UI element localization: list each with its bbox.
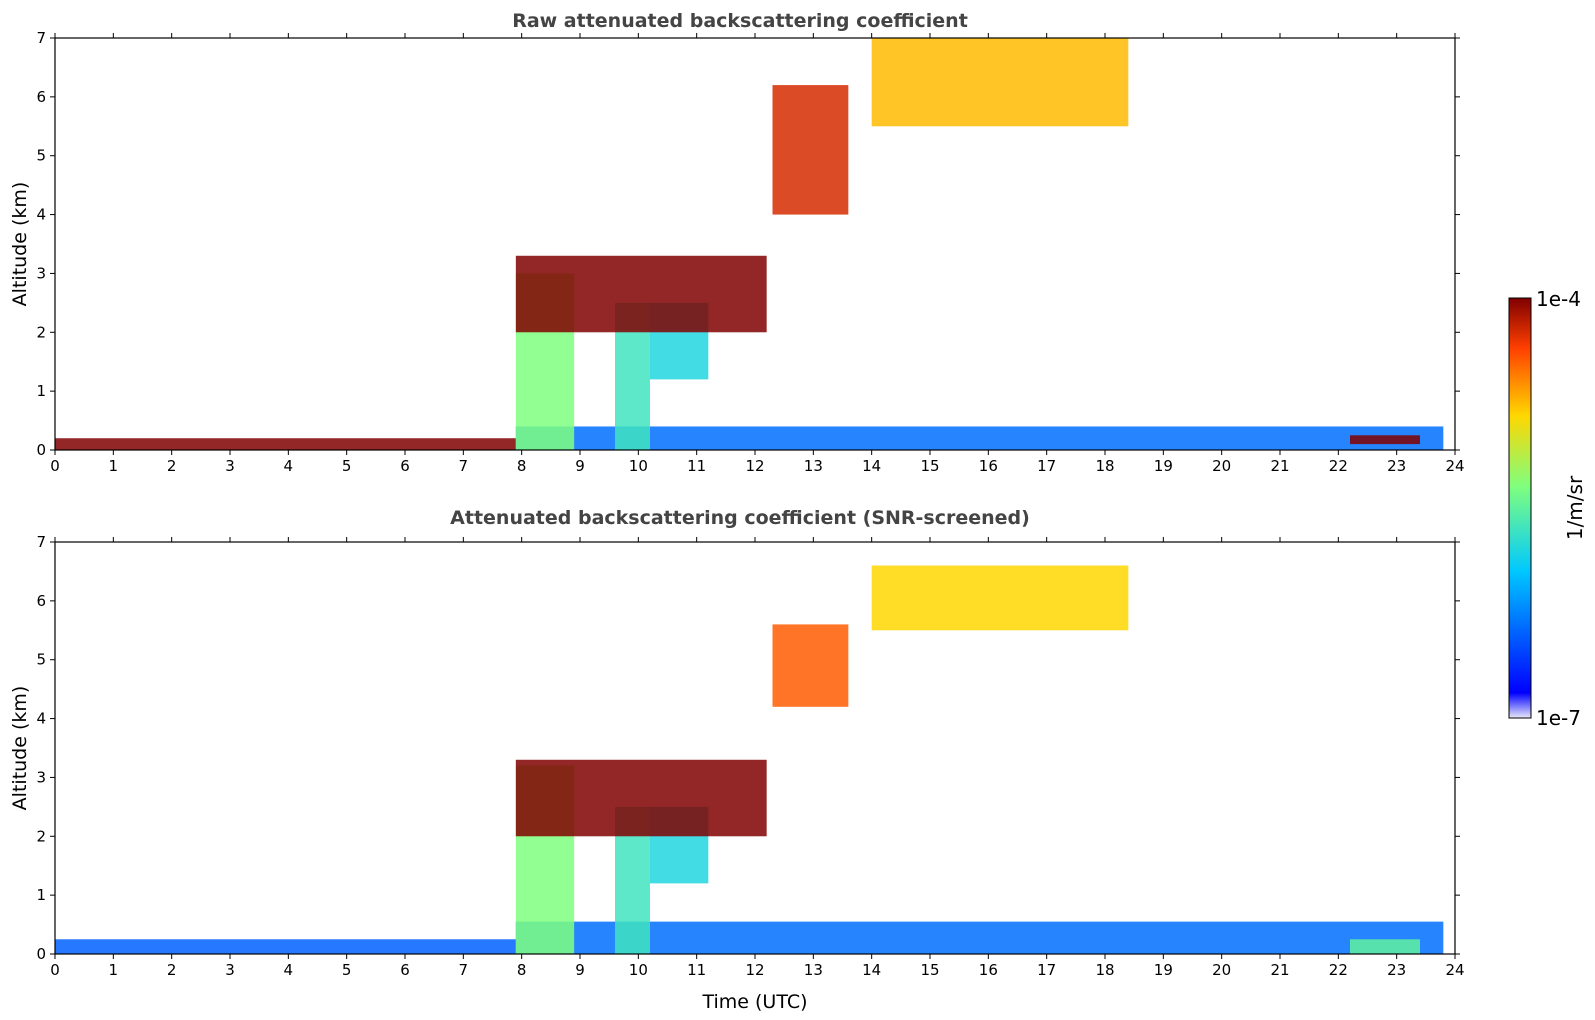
x-tick-label: 16 [979, 961, 998, 979]
x-tick-label: 23 [1387, 457, 1406, 475]
x-tick-label: 22 [1329, 961, 1348, 979]
y-tick-label: 3 [36, 768, 46, 786]
y-tick-label: 0 [36, 945, 46, 963]
x-tick-label: 0 [50, 961, 60, 979]
x-tick-label: 8 [517, 457, 527, 475]
colorbar-min-label: 1e-7 [1536, 706, 1581, 730]
panel-screened-y-axis: 0 1 2 3 4 5 6 7 [36, 533, 1460, 963]
panel-raw-title: Raw attenuated backscattering coefficien… [512, 10, 968, 32]
panel-raw-y-axis: 0 1 2 3 4 5 6 7 [36, 29, 1460, 459]
x-tick-label: 12 [745, 457, 764, 475]
x-tick-label: 11 [687, 457, 706, 475]
panel-screened-title: Attenuated backscattering coefficient (S… [450, 507, 1030, 529]
x-tick-label: 20 [1212, 457, 1231, 475]
panel-raw-x-axis: 0 1 2 3 4 5 6 7 8 9 10 11 12 13 14 15 16 17 18 19 20 21 22 23 24 [50, 33, 1465, 475]
panel-screened-plot-area [55, 542, 1455, 954]
x-tick-label: 16 [979, 457, 998, 475]
y-tick-label: 4 [36, 710, 46, 728]
panel-raw-plot-area [55, 38, 1455, 450]
x-tick-label: 7 [459, 961, 469, 979]
x-tick-label: 8 [517, 961, 527, 979]
heatmap-region-6 [772, 624, 849, 707]
y-tick-label: 6 [36, 88, 46, 106]
x-tick-label: 21 [1270, 961, 1289, 979]
x-tick-label: 9 [575, 961, 585, 979]
heatmap-region-1 [515, 426, 1444, 450]
heatmap-region-8 [1350, 435, 1420, 445]
x-tick-label: 20 [1212, 961, 1231, 979]
x-tick-label: 15 [920, 457, 939, 475]
heatmap-region-0 [55, 438, 516, 450]
x-tick-label: 21 [1270, 457, 1289, 475]
x-tick-label: 18 [1095, 457, 1114, 475]
x-tick-label: 2 [167, 961, 177, 979]
x-tick-label: 14 [862, 961, 881, 979]
x-tick-label: 24 [1445, 961, 1464, 979]
x-tick-label: 3 [225, 457, 235, 475]
y-tick-label: 5 [36, 651, 46, 669]
colorbar-gradient [1508, 297, 1532, 719]
x-tick-label: 13 [804, 961, 823, 979]
x-tick-label: 10 [629, 961, 648, 979]
x-tick-label: 17 [1037, 961, 1056, 979]
x-tick-label: 22 [1329, 457, 1348, 475]
x-tick-label: 1 [109, 961, 119, 979]
y-tick-label: 6 [36, 592, 46, 610]
y-tick-label: 4 [36, 206, 46, 224]
y-tick-label: 3 [36, 264, 46, 282]
panel-screened-x-axis: 0 1 2 3 4 5 6 7 8 9 10 11 12 13 14 15 16 17 18 19 20 21 22 23 24 [50, 537, 1465, 979]
x-tick-label: 1 [109, 457, 119, 475]
heatmap-region-7 [871, 565, 1129, 631]
y-tick-label: 7 [36, 533, 46, 551]
colorbar-unit-label: 1/m/sr [1563, 475, 1587, 540]
y-tick-label: 1 [36, 886, 46, 904]
x-tick-label: 6 [400, 961, 410, 979]
colorbar-max-label: 1e-4 [1536, 287, 1581, 311]
x-tick-label: 14 [862, 457, 881, 475]
panel-raw-y-label: Altitude (km) [9, 182, 31, 307]
x-tick-label: 17 [1037, 457, 1056, 475]
panel-screened-y-label: Altitude (km) [9, 686, 31, 811]
x-tick-label: 5 [342, 961, 352, 979]
x-tick-label: 12 [745, 961, 764, 979]
heatmap-region-6 [772, 85, 849, 215]
y-tick-label: 5 [36, 147, 46, 165]
x-tick-label: 0 [50, 457, 60, 475]
panel-screened: Attenuated backscattering coefficient (S… [9, 507, 1465, 1013]
x-tick-label: 4 [284, 961, 294, 979]
panel-raw: Raw attenuated backscattering coefficien… [9, 10, 1465, 475]
colorbar: 1e-4 1e-7 1/m/sr [1508, 287, 1587, 730]
panel-screened-x-label: Time (UTC) [701, 991, 807, 1013]
y-tick-label: 7 [36, 29, 46, 47]
y-tick-label: 0 [36, 441, 46, 459]
x-tick-label: 10 [629, 457, 648, 475]
x-tick-label: 6 [400, 457, 410, 475]
panel-screened-features [55, 565, 1444, 954]
x-tick-label: 19 [1154, 961, 1173, 979]
y-tick-label: 2 [36, 323, 46, 341]
heatmap-region-5 [515, 255, 767, 333]
x-tick-label: 24 [1445, 457, 1464, 475]
x-tick-label: 11 [687, 961, 706, 979]
y-tick-label: 2 [36, 827, 46, 845]
heatmap-region-8 [1350, 939, 1420, 954]
x-tick-label: 9 [575, 457, 585, 475]
heatmap-region-1 [515, 921, 1444, 954]
x-tick-label: 18 [1095, 961, 1114, 979]
panel-raw-features [55, 38, 1444, 450]
x-tick-label: 2 [167, 457, 177, 475]
x-tick-label: 23 [1387, 961, 1406, 979]
heatmap-region-7 [871, 38, 1129, 127]
y-tick-label: 1 [36, 382, 46, 400]
heatmap-region-5 [515, 759, 767, 837]
x-tick-label: 13 [804, 457, 823, 475]
x-tick-label: 15 [920, 961, 939, 979]
x-tick-label: 4 [284, 457, 294, 475]
x-tick-label: 7 [459, 457, 469, 475]
x-tick-label: 3 [225, 961, 235, 979]
x-tick-label: 19 [1154, 457, 1173, 475]
heatmap-region-0 [55, 939, 516, 954]
x-tick-label: 5 [342, 457, 352, 475]
